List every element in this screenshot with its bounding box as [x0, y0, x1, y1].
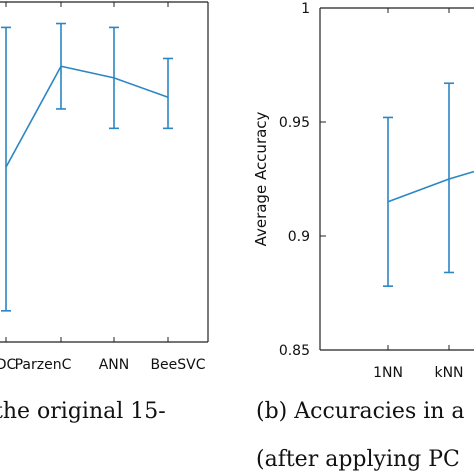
- y-tick-label: 0.9: [288, 229, 310, 245]
- x-tick-label: kNN: [434, 365, 463, 381]
- x-tick-label: BeeSVC: [150, 357, 205, 373]
- panel-b-plot: [383, 82, 474, 287]
- y-tick-label: 0.85: [279, 343, 310, 359]
- panel-b: 1 0.95 0.9 0.85 1NN kNN Average Accuracy (b)…: [252, 1, 474, 472]
- series-line: [5, 65, 169, 168]
- panel-a-caption: the original 15-: [0, 399, 166, 424]
- x-tick-label: ParzenC: [15, 357, 72, 373]
- x-tick-label: ANN: [99, 357, 130, 373]
- x-tick-label: 1NN: [373, 365, 403, 381]
- panel-b-caption-line-2: (after applying PC: [256, 447, 460, 472]
- x-tick-label: DC: [0, 357, 16, 373]
- panel-a-plot: [1, 22, 173, 312]
- panel-b-caption-line-1: (b) Accuracies in a: [256, 399, 465, 424]
- y-tick-label: 0.95: [279, 115, 310, 131]
- y-tick-label: 1: [301, 1, 310, 17]
- panel-b-x-ticks: 1NN kNN: [373, 8, 464, 381]
- panel-b-y-axis-title: Average Accuracy: [252, 111, 270, 246]
- panel-b-y-ticks: 1 0.95 0.9 0.85: [279, 1, 326, 359]
- series-line: [387, 170, 474, 203]
